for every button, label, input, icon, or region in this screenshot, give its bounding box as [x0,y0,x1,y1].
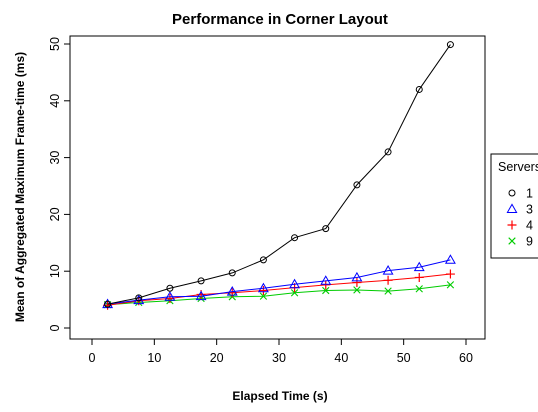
series-1 [104,41,454,308]
legend-marker [508,237,516,245]
legend-title: Servers [498,160,538,174]
data-point [259,292,268,300]
data-point [446,41,454,49]
series-9 [103,281,455,309]
data-point [322,225,330,233]
data-point [165,293,175,303]
plot-area-box [69,35,486,340]
data-point [444,254,456,264]
series-line [107,284,451,306]
legend-box [490,153,538,259]
y-axis-title: Mean of Aggregated Maximum Frame-time (m… [13,52,27,322]
data-point [351,271,363,282]
data-point [382,265,394,275]
data-point [164,291,176,301]
data-point [289,278,301,289]
data-point [415,85,423,93]
legend-item: 3 [506,203,533,217]
legend-items: 1 3 4 9 [506,187,533,249]
data-point [321,280,331,290]
y-tick-label: 40 [48,94,62,108]
y-tick-label: 20 [48,207,62,221]
series-layer [102,41,456,310]
data-point [226,286,238,296]
data-point [322,286,330,295]
data-point [228,269,236,277]
legend-label: 9 [526,235,533,249]
data-point [104,300,112,308]
x-axis: 0 10 20 30 40 50 60 [89,338,473,365]
data-point [415,285,423,293]
data-point [320,275,332,285]
x-tick-label: 40 [334,351,348,365]
data-point [353,181,361,189]
legend-label: 3 [526,203,533,217]
legend: Servers 1 3 4 9 [490,153,538,259]
series-3 [102,254,456,309]
data-point [259,256,267,264]
legend-marker [508,189,516,197]
data-point [414,272,424,282]
data-point [353,286,361,294]
data-point [195,290,207,301]
x-tick-label: 50 [397,351,411,365]
chart-title: Performance in Corner Layout [172,11,388,28]
x-tick-label: 30 [272,351,286,365]
series-line [107,44,451,305]
data-point [384,287,392,295]
y-tick-label: 10 [48,264,62,278]
data-point [166,284,174,292]
data-point [352,278,362,288]
data-point [413,261,425,272]
data-point [291,234,299,242]
data-point [290,289,299,297]
data-point [384,148,392,156]
data-point [257,282,269,293]
y-tick-label: 50 [48,37,62,51]
legend-marker [506,203,518,213]
x-axis-title: Elapsed Time (s) [232,389,327,403]
x-tick-label: 0 [89,351,96,365]
legend-label: 4 [526,219,533,233]
series-line [107,259,451,305]
series-line [107,273,451,306]
data-point [446,281,455,289]
x-tick-label: 60 [459,351,473,365]
y-tick-label: 30 [48,151,62,165]
data-point [383,275,393,285]
y-axis: 0 10 20 30 40 50 [48,37,71,331]
legend-item: 4 [507,219,533,233]
data-point [445,269,455,279]
x-tick-label: 20 [210,351,224,365]
data-point [197,277,205,285]
data-point [135,294,143,302]
legend-item: 9 [508,235,533,249]
legend-item: 1 [508,187,533,201]
data-point [258,286,268,296]
y-tick-label: 0 [48,324,62,331]
legend-marker [507,220,517,230]
x-tick-label: 10 [147,351,161,365]
legend-label: 1 [526,187,533,201]
